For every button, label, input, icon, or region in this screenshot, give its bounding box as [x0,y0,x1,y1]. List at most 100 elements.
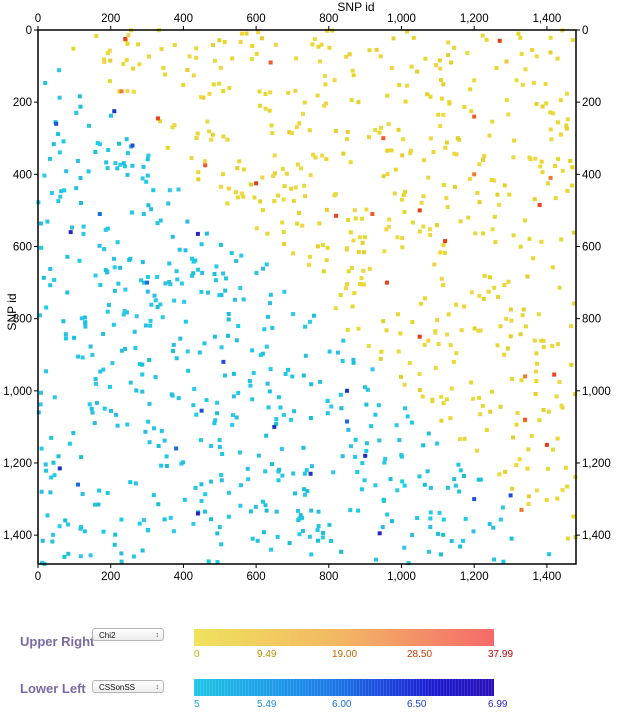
lower-left-point [397,438,402,443]
upper-right-point [382,249,387,254]
lower-left-point [449,539,454,543]
lower-left-point [141,212,146,216]
upper-right-point [239,191,244,196]
lower-left-point [149,207,154,212]
lower-left-point [248,383,253,388]
upper-right-point [448,416,453,421]
lower-left-point [182,299,187,304]
upper-right-point [533,392,538,396]
upper-right-point [441,283,446,288]
lower-left-point [453,483,458,488]
lower-left-point [90,410,95,415]
lower-left-point [172,298,177,303]
upper-right-point [569,362,574,367]
upper-right-point [300,223,305,228]
upper-right-point [256,30,261,35]
lower-left-point [385,512,390,517]
upper-right-point [241,194,246,199]
x-tick-label-top: 0 [35,13,41,25]
upper-right-point [131,89,136,94]
upper-right-point [548,110,553,115]
lower-left-point [239,253,244,258]
y-axis-title: SNP id [5,293,19,330]
upper-right-point [551,447,555,452]
lower-left-point [152,426,156,431]
upper-right-point [457,437,462,442]
upper-right-statistic-select[interactable]: Chi2 ↕ [92,628,164,641]
upper-right-point [502,283,507,287]
lower-left-point [232,297,237,302]
upper-right-point [452,184,457,189]
upper-right-colorbar-tick-label: 9.49 [257,649,277,660]
lower-left-point [56,454,61,459]
upper-right-point [571,301,576,306]
lower-left-point [98,283,103,287]
lower-left-point [119,348,124,353]
upper-right-point [443,145,448,150]
lower-left-point [274,421,279,426]
lower-left-point [351,357,356,362]
lower-left-point [112,542,117,547]
lower-left-point [148,323,153,328]
upper-right-point [356,250,361,254]
upper-right-point [367,48,372,53]
upper-right-point [165,145,170,150]
upper-right-point [196,170,201,175]
lower-left-point [264,262,269,267]
lower-left-point [49,475,54,480]
lower-left-point [219,345,224,350]
upper-right-point [121,62,126,66]
upper-right-point [345,246,349,251]
lower-left-point [373,483,378,488]
lower-left-point [426,549,431,554]
upper-right-point [441,82,446,87]
upper-right-point [541,345,546,350]
lower-left-point [167,261,172,266]
lower-left-point [82,529,87,534]
lower-left-point [49,191,54,195]
y-tick-label-right: 800 [582,314,601,326]
lower-left-point [42,173,47,178]
upper-right-point [289,186,294,191]
lower-left-point [222,373,227,378]
upper-right-point [498,324,503,329]
upper-right-point [359,276,364,281]
lower-left-point [167,188,172,193]
lower-left-statistic-select[interactable]: CSSonSS ↕ [92,680,164,693]
lower-left-point [325,411,330,416]
lower-left-point [321,530,325,535]
upper-right-point [532,197,537,202]
x-tick-label-bottom: 800 [319,571,338,583]
lower-left-point [86,169,91,174]
upper-right-point [492,214,497,219]
upper-right-point [389,148,394,153]
upper-right-point [520,82,525,87]
upper-right-point [265,231,270,236]
lower-left-point [231,394,236,399]
x-tick-label-top: 1,400 [533,13,562,25]
lower-left-point [253,504,258,509]
lower-left-point [116,281,121,286]
lower-left-point [219,473,224,477]
upper-right-point [448,343,453,348]
lower-left-point [194,412,199,417]
upper-right-point [311,152,316,157]
lower-left-point [101,367,106,372]
upper-right-point [492,178,497,183]
lower-left-point [269,547,274,552]
lower-left-point [87,402,92,407]
lower-left-point [268,367,273,372]
lower-left-point [276,478,281,483]
upper-right-point [125,41,130,46]
lower-left-point [498,517,503,522]
upper-right-point [210,132,215,137]
upper-right-point [504,316,509,321]
upper-right-point [263,106,268,111]
upper-right-point [482,273,487,278]
lower-left-point [93,502,98,507]
upper-right-point [395,235,400,240]
lower-left-point [263,469,268,474]
upper-right-point [442,250,447,255]
lower-left-point [164,464,169,468]
lower-left-point [307,319,312,324]
